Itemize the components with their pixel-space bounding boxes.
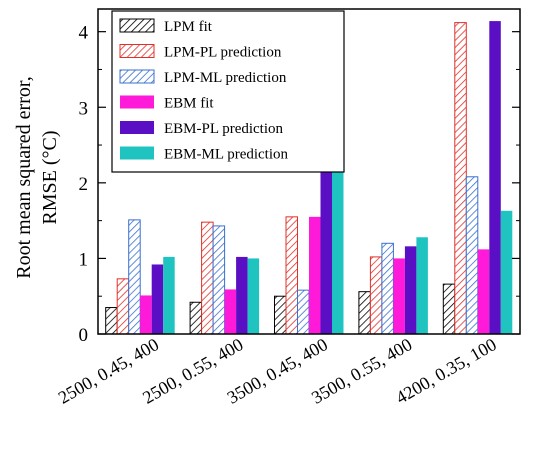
bar-4-5 <box>500 210 513 334</box>
bar-1-1 <box>201 221 214 335</box>
legend-entry-label: EBM fit <box>164 96 214 112</box>
bar-3-5 <box>416 237 428 334</box>
legend-box <box>111 10 345 173</box>
y-axis-title-line1: Root mean squared error, <box>13 76 35 278</box>
bar-4-0 <box>442 283 456 335</box>
bar-3-1 <box>369 256 383 335</box>
bar-3-0 <box>358 291 371 335</box>
bar-0-5 <box>163 256 175 334</box>
bar-3-4 <box>404 246 417 334</box>
bar-2-5 <box>332 169 344 334</box>
legend-swatch <box>119 44 155 58</box>
legend-entry-label: LPM fit <box>164 19 213 35</box>
legend-entry-label: EBM-PL prediction <box>164 121 284 137</box>
bar-0-3 <box>140 295 152 334</box>
bar-0-0 <box>105 307 118 335</box>
y-axis-title-line2: RMSE (°C) <box>39 130 61 224</box>
bar-3-3 <box>393 258 405 334</box>
bar-1-2 <box>212 225 226 335</box>
y-tick-label: 3 <box>79 98 89 119</box>
y-tick-label: 2 <box>79 174 89 195</box>
legend-swatch <box>120 146 154 160</box>
y-tick-label: 0 <box>79 325 89 346</box>
plot-area-frame <box>97 8 521 335</box>
bar-1-5 <box>247 258 260 334</box>
legend-swatch <box>119 18 155 33</box>
legend-swatch <box>120 95 154 109</box>
bar-2-0 <box>274 295 287 335</box>
bar-0-1 <box>116 278 130 335</box>
y-tick-label: 1 <box>79 249 89 270</box>
legend-swatch <box>120 121 154 134</box>
bar-4-1 <box>454 22 467 335</box>
bar-4-3 <box>477 249 490 334</box>
legend-entry-label: LPM-ML prediction <box>164 70 287 86</box>
bar-4-2 <box>465 176 479 335</box>
bar-1-0 <box>189 301 203 335</box>
bar-1-3 <box>224 289 237 334</box>
y-tick-label: 4 <box>79 23 89 44</box>
bar-0-4 <box>151 264 164 334</box>
bar-1-4 <box>236 256 248 334</box>
bar-3-2 <box>381 242 394 335</box>
y-axis-title: Root mean squared error, RMSE (°C) <box>13 76 61 278</box>
bar-4-4 <box>489 21 501 335</box>
bar-2-2 <box>297 289 310 335</box>
bar-2-1 <box>285 216 298 335</box>
bar-2-4 <box>320 166 332 334</box>
legend-entry-label: EBM-ML prediction <box>164 147 289 163</box>
legend-swatch <box>119 69 155 84</box>
bar-0-2 <box>128 219 141 335</box>
bar-2-3 <box>309 216 321 334</box>
y-axis-ticks: 0 1 2 3 4 <box>79 23 520 346</box>
legend: LPM fit LPM-PL prediction LPM-ML predictio… <box>111 10 345 173</box>
legend-entry-label: LPM-PL prediction <box>164 45 282 61</box>
